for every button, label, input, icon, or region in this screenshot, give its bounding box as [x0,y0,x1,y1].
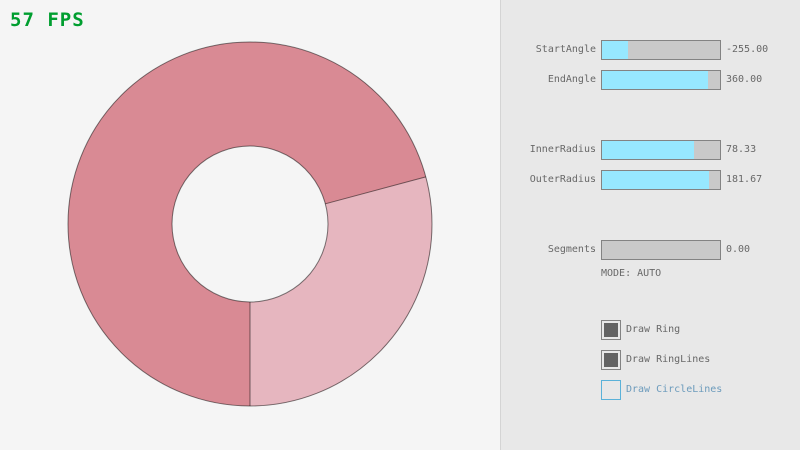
outer-radius-value: 181.67 [726,174,763,185]
draw-ringlines-label: Draw RingLines [626,354,711,365]
inner-radius-row: InnerRadius 78.33 [501,140,800,160]
end-angle-label: EndAngle [547,74,596,85]
ring-radial-line-start [325,176,426,205]
outer-radius-row: OuterRadius 181.67 [501,170,800,190]
outer-radius-label: OuterRadius [529,174,596,185]
outer-radius-slider-fill [602,171,710,189]
inner-radius-label: InnerRadius [529,144,596,155]
inner-radius-slider-fill [602,141,695,159]
start-angle-slider[interactable] [601,40,721,60]
start-angle-value: -255.00 [726,44,769,55]
draw-circlelines-label: Draw CircleLines [626,384,723,395]
segments-value: 0.00 [726,244,751,255]
draw-ring-checkmark [604,323,618,337]
outer-radius-slider[interactable] [601,170,721,190]
segments-row: Segments 0.00 [501,240,800,260]
draw-ringlines-row: Draw RingLines [601,350,800,370]
draw-circlelines-checkbox[interactable] [601,380,621,400]
end-angle-row: EndAngle 360.00 [501,70,800,90]
draw-ring-row: Draw Ring [601,320,800,340]
start-angle-slider-fill [602,41,628,59]
segments-label: Segments [547,244,596,255]
end-angle-slider[interactable] [601,70,721,90]
fps-counter: 57 FPS [10,9,85,31]
ring-hole [172,146,328,302]
draw-ringlines-checkbox[interactable] [601,350,621,370]
mode-text: MODE: AUTO [601,268,662,279]
draw-ring-checkbox[interactable] [601,320,621,340]
end-angle-value: 360.00 [726,74,763,85]
end-angle-slider-fill [602,71,709,89]
draw-circlelines-row: Draw CircleLines [601,380,800,400]
segments-slider[interactable] [601,240,721,260]
inner-radius-value: 78.33 [726,144,757,155]
draw-ring-label: Draw Ring [626,324,681,335]
control-panel: StartAngle -255.00 EndAngle 360.00 Inner… [500,0,800,450]
inner-radius-slider[interactable] [601,140,721,160]
draw-ringlines-checkmark [604,353,618,367]
start-angle-label: StartAngle [535,44,596,55]
start-angle-row: StartAngle -255.00 [501,40,800,60]
